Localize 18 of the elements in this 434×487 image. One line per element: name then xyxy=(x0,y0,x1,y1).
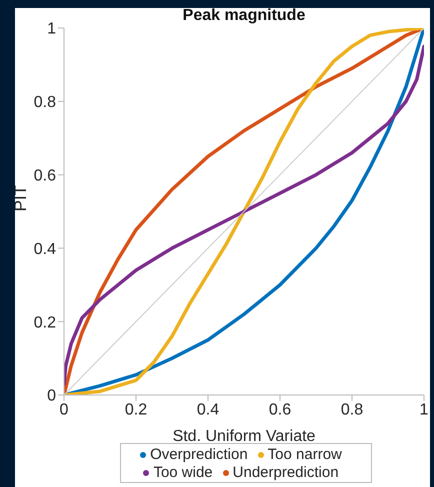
x-tick-label: 0 xyxy=(60,401,69,418)
y-tick-label: 0.2 xyxy=(34,314,56,332)
y-tick-label: 0.4 xyxy=(34,240,56,258)
chart-title: Peak magnitude xyxy=(182,7,306,25)
y-tick-label: 0.6 xyxy=(34,167,56,184)
y-tick-label: 0.8 xyxy=(34,94,56,112)
x-tick-label: 0.8 xyxy=(340,401,364,418)
x-tick-label: 1 xyxy=(420,401,429,418)
x-axis-title: Std. Uniform Variate xyxy=(172,428,316,445)
y-tick-label: 0 xyxy=(47,388,56,405)
legend-label: Too narrow xyxy=(268,446,342,463)
x-tick-label: 0.2 xyxy=(124,401,148,418)
x-tick-label: 0.6 xyxy=(268,401,292,418)
legend-label: Underprediction xyxy=(232,464,339,481)
legend-label: Overprediction xyxy=(150,446,248,463)
legend-label: Too wide xyxy=(153,464,213,481)
y-tick-label: 1 xyxy=(47,20,56,38)
x-tick-label: 0.4 xyxy=(196,401,220,418)
